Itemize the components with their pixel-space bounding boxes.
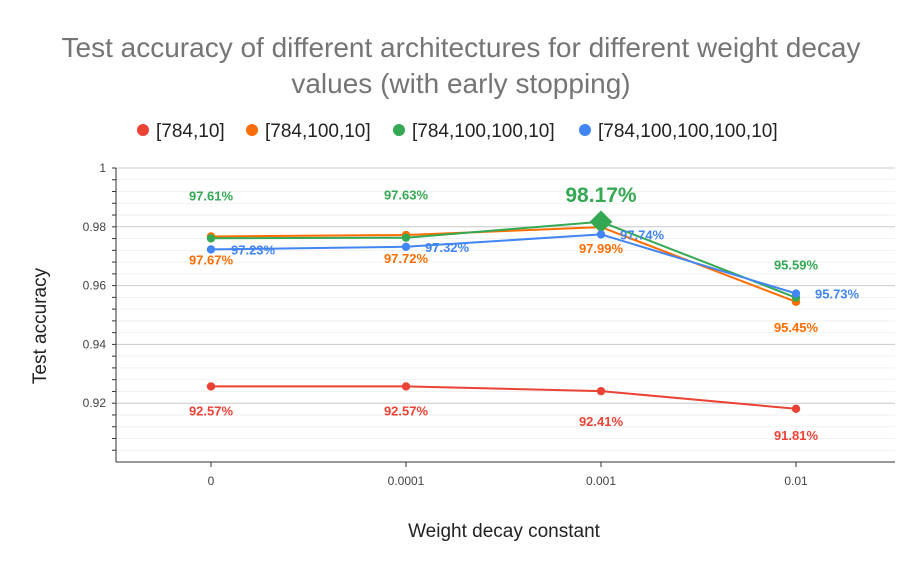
data-label: 91.81% [774,428,819,443]
grid [116,167,895,451]
chart-title: Test accuracy of different architectures… [62,32,861,99]
data-point [401,382,411,391]
legend-marker [579,124,591,136]
chart-title-line-2: values (with early stopping) [291,68,630,99]
legend-label: [784,100,100,10] [412,121,555,142]
data-point [206,234,216,243]
chart-title-line-1: Test accuracy of different architectures… [62,32,861,63]
legend-item: [784,100,10] [246,121,371,142]
legend-label: [784,100,10] [265,121,371,142]
data-label: 95.45% [774,320,819,335]
x-axis-title: Weight decay constant [408,521,601,542]
x-tick-label: 0.01 [784,474,808,488]
y-tick-label: 1 [99,161,106,175]
highlight-data-label: 98.17% [565,184,637,207]
data-point [791,404,801,413]
data-label: 95.59% [774,258,819,273]
data-point [206,245,216,254]
data-point [401,233,411,242]
axes: 0.92 0.94 0.96 0.98 1 0 0.0001 0.001 0.01 [83,161,895,488]
legend-label: [784,10] [156,121,225,142]
y-tick-label: 0.96 [83,279,107,293]
legend-marker [393,124,405,136]
data-point [791,289,801,298]
x-tick-label: 0.0001 [388,474,425,488]
data-label: 97.99% [579,241,624,256]
data-label: 92.41% [579,414,624,429]
legend-item: [784,10] [137,121,225,142]
data-label: 97.67% [189,253,234,268]
data-point [401,242,411,251]
data-point [596,386,606,396]
data-label: 92.57% [189,403,234,418]
data-label: 95.73% [815,287,860,302]
data-label: 97.63% [384,188,429,203]
x-tick-label: 0 [208,474,215,488]
data-label: 97.32% [425,240,470,255]
legend-item: [784,100,100,100,10] [579,121,778,142]
legend: [784,10] [784,100,10] [784,100,100,10] [784… [137,121,778,142]
data-label: 92.57% [384,403,429,418]
legend-item: [784,100,100,10] [393,121,555,142]
y-axis-title: Test accuracy [30,267,51,384]
data-point [596,230,606,239]
data-label: 97.61% [189,188,234,203]
data-point [206,382,216,391]
y-tick-label: 0.94 [83,337,107,351]
data-labels: 92.57% 92.57% 92.41% 91.81% 97.67% 97.72% 97.9… [189,184,860,443]
series-line [210,233,797,295]
data-label: 97.72% [384,251,429,266]
series-line [211,385,797,410]
series-line [210,220,797,299]
series-group [206,210,801,413]
legend-marker [137,124,149,136]
data-label: 97.23% [231,242,276,257]
data-label: 97.74% [620,227,665,242]
y-tick-label: 0.98 [83,220,107,234]
x-tick-label: 0.001 [586,474,616,488]
y-tick-label: 0.92 [83,396,107,410]
legend-marker [246,124,258,136]
legend-label: [784,100,100,100,10] [598,121,778,142]
